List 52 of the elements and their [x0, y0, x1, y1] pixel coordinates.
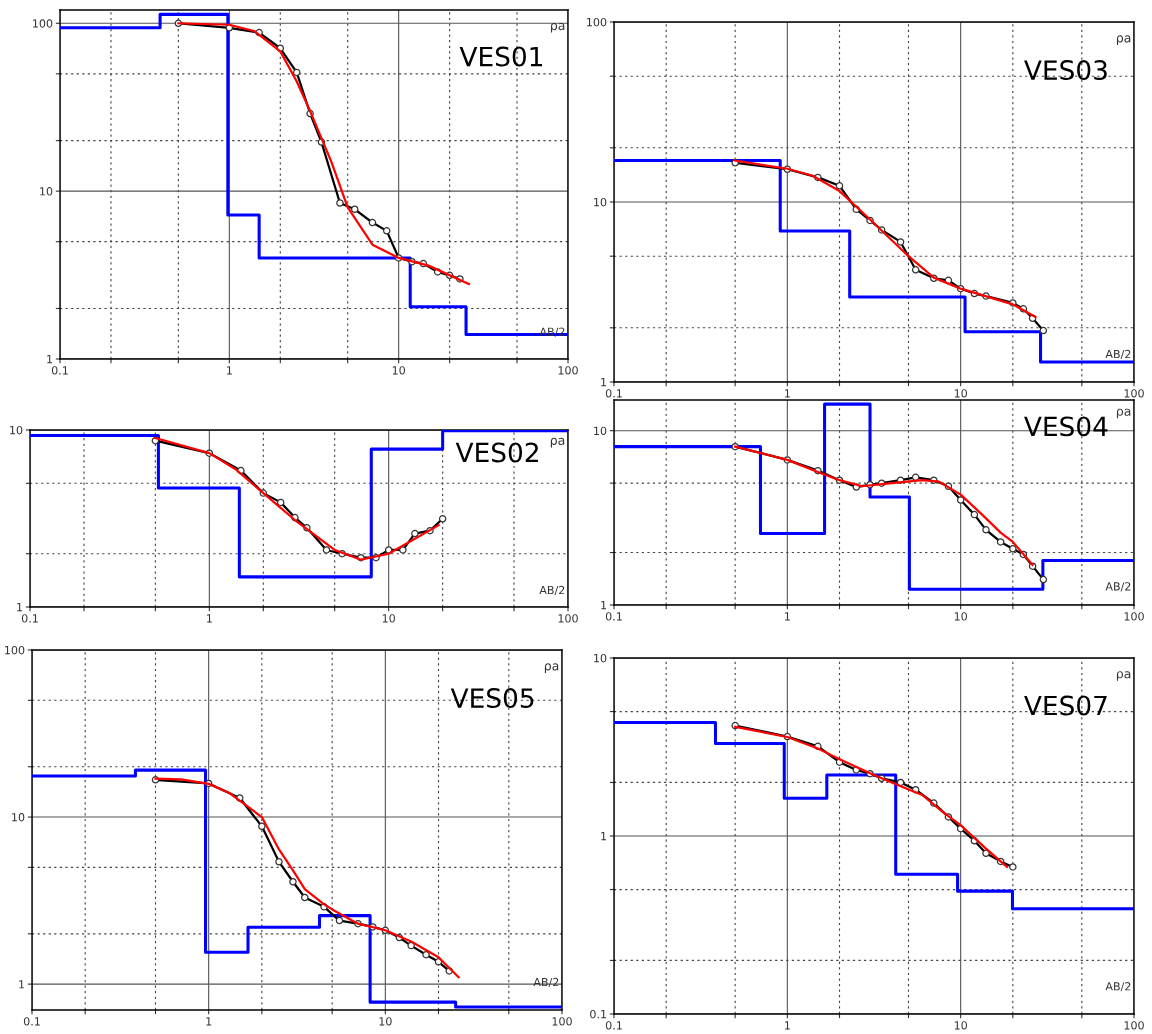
- x-axis-title: AB/2: [1105, 349, 1131, 360]
- text: VES01: [459, 46, 543, 67]
- x-tick-label: 10: [954, 1021, 967, 1030]
- y-tick-label: 1: [601, 378, 607, 387]
- x-axis-title: AB/2: [1105, 982, 1131, 992]
- x-tick-label: 10: [392, 366, 405, 375]
- x-axis-title: AB/2: [539, 585, 565, 596]
- y-axis-title: ρa: [1116, 35, 1131, 45]
- y-tick-label: 10: [594, 653, 607, 663]
- text: VES07: [1024, 695, 1107, 716]
- x-tick-label: 100: [1124, 612, 1144, 621]
- x-tick-label: 10: [379, 1017, 392, 1026]
- x-tick-label: 1: [785, 1021, 790, 1030]
- x-tick-label: 100: [1124, 389, 1144, 398]
- y-tick-label: 100: [587, 17, 607, 27]
- y-tick-label: 10: [594, 426, 607, 436]
- x-tick-label: 10: [954, 612, 967, 621]
- y-axis-title: ρa: [1116, 408, 1131, 419]
- x-tick-label: 0.1: [51, 366, 68, 375]
- y-tick-label: 10: [12, 813, 25, 822]
- y-tick-label: 10: [40, 187, 53, 196]
- y-tick-label: 1: [601, 832, 607, 841]
- y-tick-label: 0.1: [590, 1009, 607, 1019]
- text: VES03: [1024, 60, 1107, 81]
- y-tick-label: 100: [33, 19, 53, 28]
- y-axis-title: ρa: [551, 22, 565, 33]
- x-tick-label: 1: [785, 389, 790, 398]
- y-tick-label: 100: [5, 645, 25, 655]
- chart-title: VES04: [1024, 416, 1108, 437]
- y-tick-label: 10: [594, 197, 607, 207]
- text: VES05: [450, 688, 534, 709]
- y-tick-label: 1: [17, 603, 23, 612]
- y-tick-label: 1: [601, 601, 607, 610]
- chart-title: VES02: [455, 442, 538, 463]
- y-tick-label: 10: [10, 425, 23, 435]
- x-tick-label: 1: [785, 612, 790, 621]
- x-tick-label: 1: [206, 1017, 212, 1026]
- x-tick-label: 0.1: [23, 1017, 40, 1026]
- y-axis-title: ρa: [544, 663, 559, 673]
- y-tick-label: 1: [47, 355, 53, 364]
- x-tick-label: 1: [227, 366, 232, 375]
- y-tick-label: 1: [19, 980, 25, 989]
- x-tick-label: 100: [1124, 1021, 1144, 1030]
- x-tick-label: 1: [207, 614, 212, 623]
- x-tick-label: 10: [954, 389, 967, 398]
- y-axis-title: ρa: [550, 437, 565, 448]
- x-axis-title: AB/2: [1105, 582, 1131, 592]
- x-tick-label: 100: [552, 1017, 572, 1026]
- y-axis-title: ρa: [1116, 671, 1131, 681]
- x-tick-label: 10: [382, 614, 395, 623]
- x-tick-label: 100: [558, 366, 578, 375]
- x-tick-label: 100: [558, 614, 578, 623]
